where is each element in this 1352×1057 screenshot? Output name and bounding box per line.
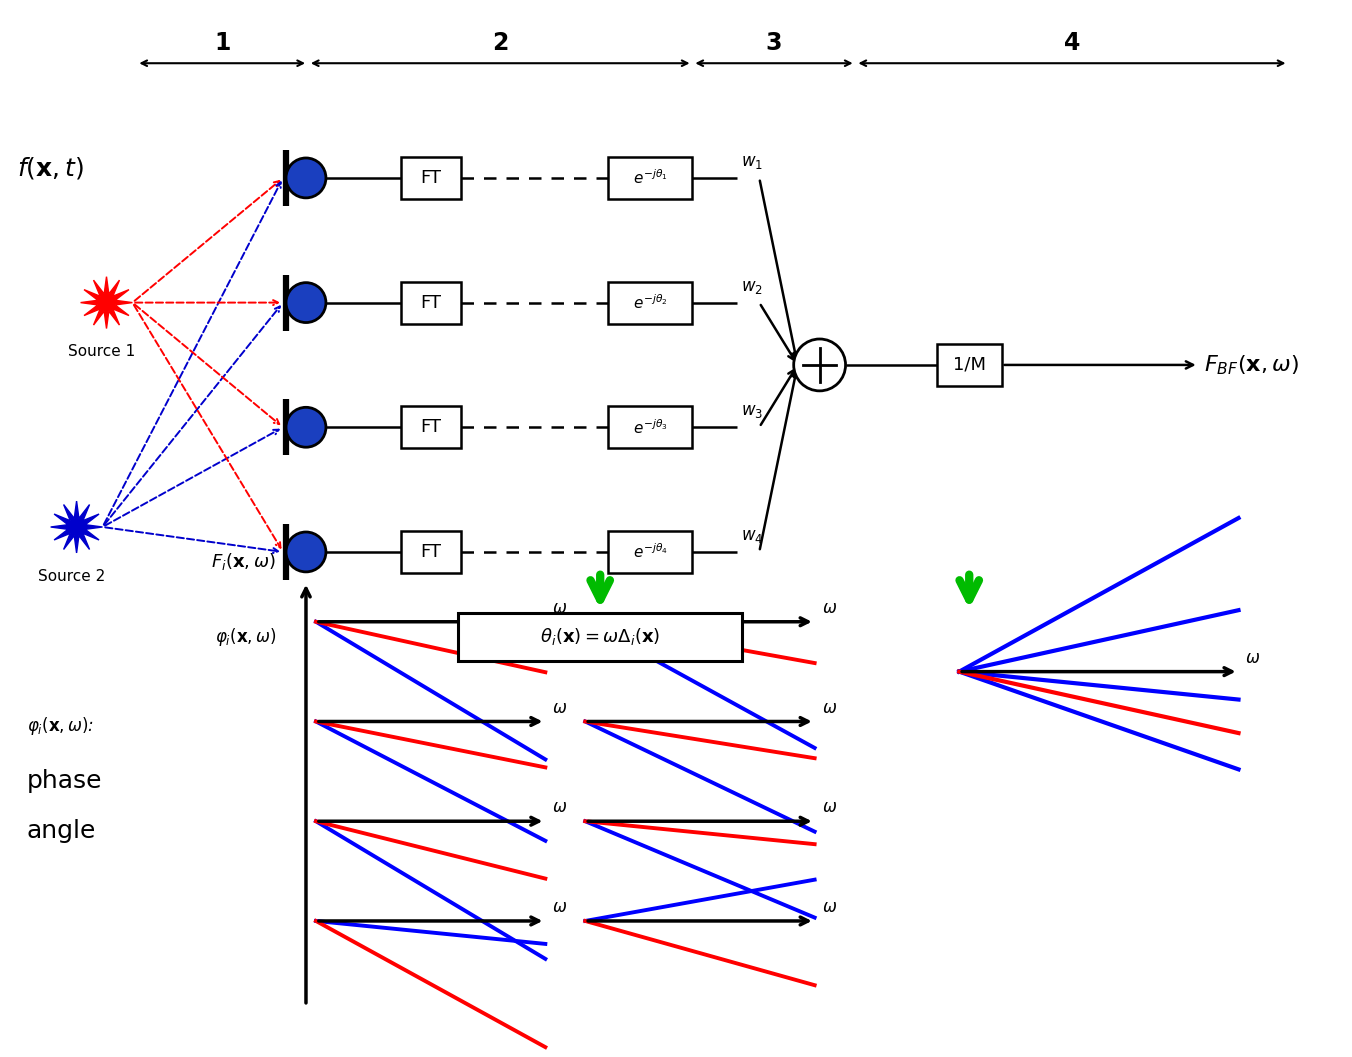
Text: $\omega$: $\omega$ [553,699,568,717]
FancyBboxPatch shape [607,531,692,573]
Text: FT: FT [420,419,441,437]
Text: $w_2$: $w_2$ [741,278,763,296]
Circle shape [794,339,845,391]
Text: FT: FT [420,543,441,561]
Text: $\omega$: $\omega$ [553,798,568,816]
FancyBboxPatch shape [400,281,461,323]
Text: angle: angle [27,819,96,843]
FancyBboxPatch shape [607,157,692,199]
Text: $\omega$: $\omega$ [553,898,568,916]
Text: $w_1$: $w_1$ [741,153,764,171]
Circle shape [287,157,326,198]
Text: 1: 1 [214,32,230,55]
Text: $\varphi_i(\mathbf{x},\omega)$:: $\varphi_i(\mathbf{x},\omega)$: [27,716,93,738]
Text: $\omega$: $\omega$ [822,898,837,916]
FancyBboxPatch shape [937,344,1002,386]
Text: $e^{-j\theta_2}$: $e^{-j\theta_2}$ [633,293,668,312]
Text: $w_3$: $w_3$ [741,403,764,421]
Text: $\omega$: $\omega$ [822,598,837,617]
Text: $f(\mathbf{x},t)$: $f(\mathbf{x},t)$ [16,155,84,181]
Text: $\varphi_i(\mathbf{x},\omega)$: $\varphi_i(\mathbf{x},\omega)$ [215,626,276,648]
FancyBboxPatch shape [400,531,461,573]
Polygon shape [81,277,132,329]
Text: $F_{BF}(\mathbf{x},\omega)$: $F_{BF}(\mathbf{x},\omega)$ [1203,353,1298,376]
FancyBboxPatch shape [400,157,461,199]
Text: phase: phase [27,769,103,794]
FancyBboxPatch shape [607,406,692,448]
Text: $e^{-j\theta_1}$: $e^{-j\theta_1}$ [633,168,668,187]
Text: $e^{-j\theta_3}$: $e^{-j\theta_3}$ [633,418,668,437]
Text: $\omega$: $\omega$ [822,798,837,816]
Text: 3: 3 [765,32,783,55]
Text: FT: FT [420,169,441,187]
FancyBboxPatch shape [607,281,692,323]
Text: FT: FT [420,294,441,312]
Text: $w_4$: $w_4$ [741,527,764,545]
Circle shape [287,532,326,572]
Text: 1/M: 1/M [953,356,986,374]
Text: $\omega$: $\omega$ [553,598,568,617]
Text: 4: 4 [1064,32,1080,55]
Text: 2: 2 [492,32,508,55]
Text: Source 1: Source 1 [68,345,135,359]
Text: Source 2: Source 2 [38,569,105,583]
Polygon shape [50,501,103,553]
Text: $e^{-j\theta_4}$: $e^{-j\theta_4}$ [633,542,668,561]
Text: $\theta_i(\mathbf{x}) = \omega\Delta_i(\mathbf{x})$: $\theta_i(\mathbf{x}) = \omega\Delta_i(\… [539,626,660,647]
Text: $F_i(\mathbf{x},\omega)$: $F_i(\mathbf{x},\omega)$ [211,551,276,572]
Text: $\omega$: $\omega$ [1245,649,1260,667]
FancyBboxPatch shape [458,613,742,661]
Text: $\omega$: $\omega$ [822,699,837,717]
FancyBboxPatch shape [400,406,461,448]
Circle shape [287,407,326,447]
Circle shape [287,282,326,322]
